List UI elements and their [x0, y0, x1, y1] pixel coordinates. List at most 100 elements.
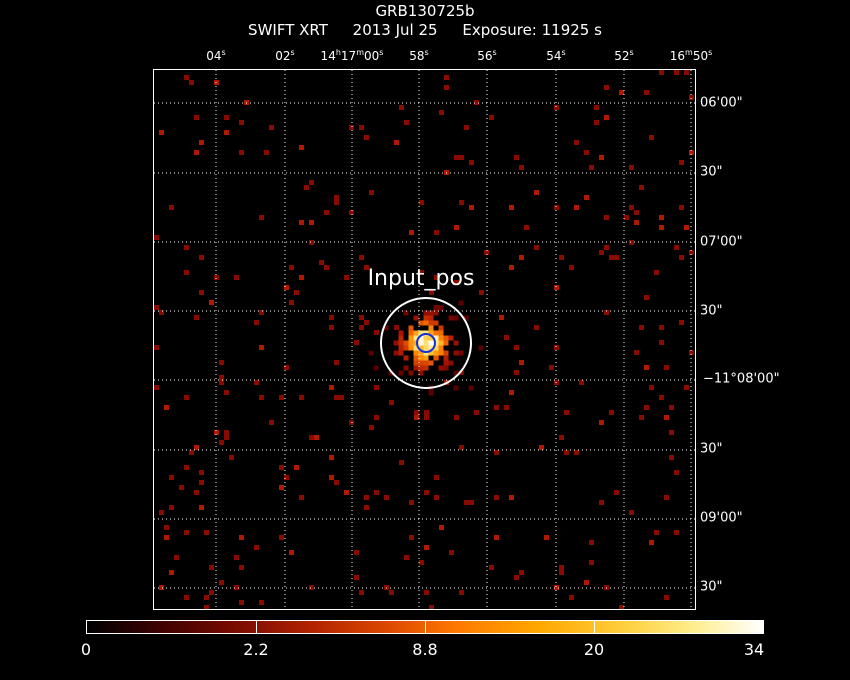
- exposure-label: Exposure: 11925 s: [462, 21, 602, 39]
- count-pixel: [329, 475, 334, 480]
- count-pixel: [394, 140, 399, 145]
- colorbar-label: 2.2: [243, 640, 269, 659]
- count-pixel: [349, 210, 354, 215]
- count-pixel: [684, 225, 689, 230]
- count-pixel: [289, 265, 294, 270]
- count-pixel: [559, 435, 564, 440]
- count-pixel: [494, 405, 499, 410]
- count-pixel: [224, 130, 229, 135]
- count-pixel: [644, 295, 649, 300]
- count-pixel: [689, 95, 694, 100]
- count-pixel: [418, 340, 424, 346]
- count-pixel: [634, 350, 639, 355]
- count-pixel: [629, 510, 634, 515]
- count-pixel: [204, 530, 209, 535]
- count-pixel: [453, 340, 459, 346]
- count-pixel: [254, 320, 259, 325]
- count-pixel: [484, 250, 489, 255]
- colorbar-label: 34: [743, 640, 765, 659]
- count-pixel: [458, 300, 464, 306]
- count-pixel: [624, 215, 629, 220]
- count-pixel: [229, 455, 234, 460]
- count-pixel: [494, 450, 499, 455]
- count-pixel: [404, 120, 409, 125]
- count-pixel: [494, 535, 499, 540]
- count-pixel: [689, 150, 694, 155]
- count-pixel: [403, 355, 409, 361]
- count-pixel: [334, 480, 339, 485]
- count-pixel: [304, 185, 309, 190]
- count-pixel: [159, 585, 164, 590]
- count-pixel: [659, 70, 664, 75]
- count-pixel: [219, 440, 224, 445]
- count-pixel: [504, 405, 509, 410]
- count-pixel: [649, 135, 654, 140]
- count-pixel: [438, 335, 444, 341]
- count-pixel: [154, 385, 159, 390]
- count-pixel: [654, 530, 659, 535]
- count-pixel: [419, 200, 424, 205]
- count-pixel: [199, 140, 204, 145]
- count-pixel: [434, 495, 439, 500]
- count-pixel: [604, 310, 609, 315]
- count-pixel: [413, 345, 419, 351]
- count-pixel: [559, 565, 564, 570]
- count-pixel: [418, 345, 424, 351]
- count-pixel: [679, 205, 684, 210]
- count-pixel: [433, 335, 439, 341]
- colorbar-label: 20: [583, 640, 605, 659]
- count-pixel: [524, 225, 529, 230]
- count-pixel: [579, 380, 584, 385]
- count-pixel: [514, 155, 519, 160]
- count-pixel: [419, 270, 424, 275]
- count-pixel: [669, 430, 674, 435]
- count-pixel: [639, 325, 644, 330]
- count-pixel: [259, 345, 264, 350]
- count-pixel: [364, 135, 369, 140]
- count-pixel: [438, 325, 444, 331]
- count-pixel: [194, 315, 199, 320]
- count-pixel: [509, 205, 514, 210]
- count-pixel: [184, 395, 189, 400]
- count-pixel: [423, 345, 429, 351]
- count-pixel: [413, 335, 419, 341]
- count-pixel: [634, 220, 639, 225]
- count-pixel: [654, 270, 659, 275]
- count-pixel: [428, 330, 434, 336]
- count-pixel: [284, 475, 289, 480]
- count-pixel: [388, 370, 394, 376]
- count-pixel: [443, 360, 449, 366]
- count-pixel: [509, 265, 514, 270]
- count-pixel: [309, 585, 314, 590]
- count-pixel: [619, 605, 624, 609]
- count-pixel: [443, 355, 449, 361]
- count-pixel: [169, 570, 174, 575]
- count-pixel: [659, 215, 664, 220]
- count-pixel: [239, 535, 244, 540]
- count-pixel: [554, 345, 559, 350]
- count-pixel: [423, 365, 429, 371]
- count-pixel: [434, 475, 439, 480]
- count-pixel: [169, 505, 174, 510]
- count-pixel: [604, 245, 609, 250]
- count-pixel: [614, 255, 619, 260]
- count-pixel: [234, 585, 239, 590]
- count-pixel: [234, 275, 239, 280]
- ra-tick-label: 56s: [477, 48, 497, 63]
- count-pixel: [344, 490, 349, 495]
- instrument-label: SWIFT XRT: [248, 21, 328, 39]
- count-pixel: [659, 225, 664, 230]
- count-pixel: [514, 575, 519, 580]
- count-pixel: [199, 255, 204, 260]
- count-pixel: [644, 90, 649, 95]
- count-pixel: [374, 415, 379, 420]
- count-pixel: [659, 395, 664, 400]
- count-pixel: [219, 580, 224, 585]
- count-pixel: [609, 410, 614, 415]
- count-pixel: [569, 265, 574, 270]
- count-pixel: [394, 325, 399, 330]
- count-pixel: [428, 325, 434, 331]
- count-pixel: [674, 70, 679, 75]
- count-pixel: [438, 330, 444, 336]
- count-pixel: [324, 210, 329, 215]
